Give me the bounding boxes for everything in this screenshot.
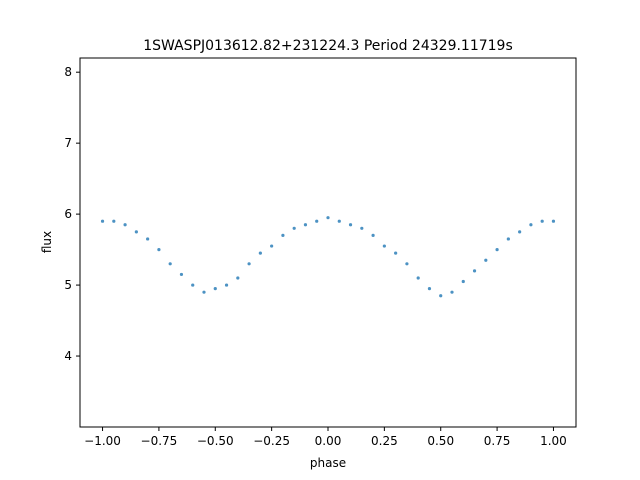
data-point <box>224 283 229 287</box>
data-point <box>551 219 556 223</box>
y-tick-label: 8 <box>64 65 72 79</box>
data-point <box>179 272 184 277</box>
data-point <box>213 287 217 291</box>
data-point <box>146 237 150 241</box>
y-axis: 4 5 6 7 8 <box>64 65 80 363</box>
data-point <box>394 251 398 255</box>
data-point <box>326 216 330 220</box>
x-tick-label: 0.75 <box>484 434 511 448</box>
y-tick-label: 7 <box>64 136 72 150</box>
data-point <box>123 223 127 227</box>
x-tick-label: 0.50 <box>427 434 454 448</box>
data-point <box>348 223 353 227</box>
data-point <box>112 219 116 223</box>
data-point <box>416 276 420 280</box>
data-point <box>157 247 161 252</box>
y-tick-label: 5 <box>64 278 72 292</box>
x-axis-label: phase <box>310 456 346 470</box>
data-point <box>100 219 105 223</box>
x-tick-label: −0.50 <box>197 434 234 448</box>
data-point <box>303 223 308 227</box>
y-axis-label: flux <box>40 231 54 253</box>
data-point <box>337 219 341 223</box>
data-point <box>484 258 488 262</box>
data-point <box>360 226 364 230</box>
data-point <box>191 283 195 287</box>
data-point <box>134 230 138 234</box>
y-tick-label: 6 <box>64 207 72 221</box>
data-point <box>461 279 465 284</box>
x-tick-label: 0.00 <box>315 434 342 448</box>
x-axis: −1.00 −0.75 −0.50 −0.25 0.00 0.25 0.50 0.75 1.00 <box>84 427 567 448</box>
x-tick-label: 1.00 <box>540 434 567 448</box>
data-point <box>427 287 432 291</box>
data-point <box>247 262 251 266</box>
data-point <box>405 262 409 266</box>
data-point <box>439 294 443 298</box>
x-tick-label: 0.25 <box>371 434 398 448</box>
data-point <box>270 244 274 248</box>
data-point <box>472 269 477 273</box>
data-point <box>529 223 533 227</box>
data-point <box>236 276 240 280</box>
data-point <box>371 233 375 238</box>
data-point <box>450 290 454 294</box>
x-tick-label: −0.25 <box>253 434 290 448</box>
data-point <box>518 230 522 234</box>
data-point <box>540 219 544 223</box>
data-point <box>258 251 262 255</box>
scatter-points <box>100 216 556 298</box>
x-tick-label: −1.00 <box>84 434 121 448</box>
data-point <box>202 290 206 294</box>
plot-frame <box>79 57 577 428</box>
x-tick-label: −0.75 <box>141 434 178 448</box>
y-tick-label: 4 <box>64 349 72 363</box>
data-point <box>315 219 319 223</box>
data-point <box>495 247 499 252</box>
data-point <box>168 262 172 266</box>
data-point <box>382 244 386 248</box>
data-point <box>506 237 510 241</box>
data-point <box>292 226 296 230</box>
data-point <box>281 233 285 238</box>
chart-title: 1SWASPJ013612.82+231224.3 Period 24329.1… <box>143 38 513 54</box>
